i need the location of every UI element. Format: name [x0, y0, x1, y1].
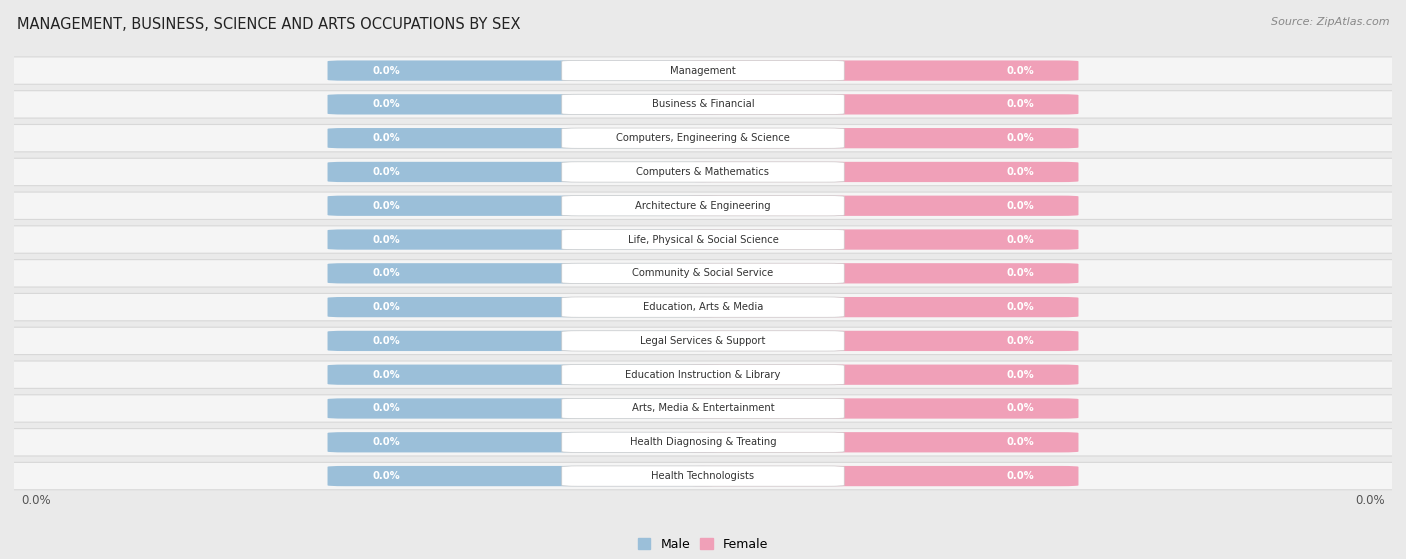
FancyBboxPatch shape	[328, 466, 720, 486]
Text: Education, Arts & Media: Education, Arts & Media	[643, 302, 763, 312]
FancyBboxPatch shape	[328, 229, 720, 250]
Text: 0.0%: 0.0%	[1007, 65, 1033, 75]
Text: 0.0%: 0.0%	[373, 167, 399, 177]
Text: 0.0%: 0.0%	[373, 369, 399, 380]
FancyBboxPatch shape	[328, 94, 720, 115]
Text: Computers & Mathematics: Computers & Mathematics	[637, 167, 769, 177]
Text: Business & Financial: Business & Financial	[652, 100, 754, 110]
Text: Arts, Media & Entertainment: Arts, Media & Entertainment	[631, 404, 775, 414]
Text: 0.0%: 0.0%	[1007, 235, 1033, 244]
FancyBboxPatch shape	[4, 395, 1402, 422]
Text: 0.0%: 0.0%	[1007, 336, 1033, 346]
FancyBboxPatch shape	[686, 94, 1078, 115]
FancyBboxPatch shape	[562, 196, 844, 216]
Text: 0.0%: 0.0%	[373, 471, 399, 481]
Text: 0.0%: 0.0%	[1007, 201, 1033, 211]
FancyBboxPatch shape	[4, 91, 1402, 118]
Text: 0.0%: 0.0%	[373, 302, 399, 312]
FancyBboxPatch shape	[328, 399, 720, 419]
FancyBboxPatch shape	[562, 331, 844, 351]
Text: 0.0%: 0.0%	[373, 437, 399, 447]
Text: 0.0%: 0.0%	[373, 235, 399, 244]
FancyBboxPatch shape	[686, 263, 1078, 283]
Text: Architecture & Engineering: Architecture & Engineering	[636, 201, 770, 211]
FancyBboxPatch shape	[562, 364, 844, 385]
FancyBboxPatch shape	[562, 162, 844, 182]
Text: 0.0%: 0.0%	[21, 494, 51, 507]
Text: 0.0%: 0.0%	[1355, 494, 1385, 507]
Text: 0.0%: 0.0%	[1007, 268, 1033, 278]
Text: 0.0%: 0.0%	[373, 336, 399, 346]
Text: 0.0%: 0.0%	[1007, 133, 1033, 143]
FancyBboxPatch shape	[328, 128, 720, 148]
Text: 0.0%: 0.0%	[373, 65, 399, 75]
FancyBboxPatch shape	[562, 399, 844, 419]
Text: 0.0%: 0.0%	[373, 201, 399, 211]
FancyBboxPatch shape	[686, 466, 1078, 486]
Text: 0.0%: 0.0%	[1007, 100, 1033, 110]
Legend: Male, Female: Male, Female	[633, 533, 773, 556]
FancyBboxPatch shape	[4, 327, 1402, 354]
Text: 0.0%: 0.0%	[1007, 404, 1033, 414]
FancyBboxPatch shape	[4, 158, 1402, 186]
Text: Source: ZipAtlas.com: Source: ZipAtlas.com	[1271, 17, 1389, 27]
FancyBboxPatch shape	[328, 331, 720, 351]
FancyBboxPatch shape	[4, 192, 1402, 220]
FancyBboxPatch shape	[562, 94, 844, 115]
FancyBboxPatch shape	[328, 162, 720, 182]
FancyBboxPatch shape	[686, 331, 1078, 351]
Text: Computers, Engineering & Science: Computers, Engineering & Science	[616, 133, 790, 143]
FancyBboxPatch shape	[562, 297, 844, 318]
Text: 0.0%: 0.0%	[373, 268, 399, 278]
FancyBboxPatch shape	[328, 263, 720, 283]
FancyBboxPatch shape	[686, 399, 1078, 419]
Text: 0.0%: 0.0%	[373, 404, 399, 414]
FancyBboxPatch shape	[4, 361, 1402, 389]
FancyBboxPatch shape	[4, 57, 1402, 84]
FancyBboxPatch shape	[4, 125, 1402, 152]
FancyBboxPatch shape	[686, 128, 1078, 148]
FancyBboxPatch shape	[686, 432, 1078, 452]
FancyBboxPatch shape	[4, 259, 1402, 287]
Text: Legal Services & Support: Legal Services & Support	[640, 336, 766, 346]
Text: MANAGEMENT, BUSINESS, SCIENCE AND ARTS OCCUPATIONS BY SEX: MANAGEMENT, BUSINESS, SCIENCE AND ARTS O…	[17, 17, 520, 32]
FancyBboxPatch shape	[562, 263, 844, 283]
Text: Health Diagnosing & Treating: Health Diagnosing & Treating	[630, 437, 776, 447]
Text: 0.0%: 0.0%	[1007, 437, 1033, 447]
Text: Health Technologists: Health Technologists	[651, 471, 755, 481]
Text: 0.0%: 0.0%	[1007, 167, 1033, 177]
Text: Education Instruction & Library: Education Instruction & Library	[626, 369, 780, 380]
Text: 0.0%: 0.0%	[373, 100, 399, 110]
FancyBboxPatch shape	[328, 60, 720, 80]
FancyBboxPatch shape	[328, 297, 720, 318]
FancyBboxPatch shape	[4, 462, 1402, 490]
FancyBboxPatch shape	[4, 293, 1402, 321]
Text: Community & Social Service: Community & Social Service	[633, 268, 773, 278]
Text: 0.0%: 0.0%	[1007, 471, 1033, 481]
FancyBboxPatch shape	[328, 432, 720, 452]
FancyBboxPatch shape	[686, 229, 1078, 250]
Text: 0.0%: 0.0%	[1007, 302, 1033, 312]
FancyBboxPatch shape	[686, 196, 1078, 216]
FancyBboxPatch shape	[328, 364, 720, 385]
FancyBboxPatch shape	[562, 466, 844, 486]
FancyBboxPatch shape	[562, 229, 844, 250]
FancyBboxPatch shape	[562, 432, 844, 452]
Text: Management: Management	[671, 65, 735, 75]
FancyBboxPatch shape	[686, 297, 1078, 318]
Text: 0.0%: 0.0%	[1007, 369, 1033, 380]
Text: Life, Physical & Social Science: Life, Physical & Social Science	[627, 235, 779, 244]
FancyBboxPatch shape	[562, 128, 844, 148]
FancyBboxPatch shape	[562, 60, 844, 80]
FancyBboxPatch shape	[328, 196, 720, 216]
FancyBboxPatch shape	[686, 162, 1078, 182]
Text: 0.0%: 0.0%	[373, 133, 399, 143]
FancyBboxPatch shape	[686, 60, 1078, 80]
FancyBboxPatch shape	[686, 364, 1078, 385]
FancyBboxPatch shape	[4, 226, 1402, 253]
FancyBboxPatch shape	[4, 429, 1402, 456]
